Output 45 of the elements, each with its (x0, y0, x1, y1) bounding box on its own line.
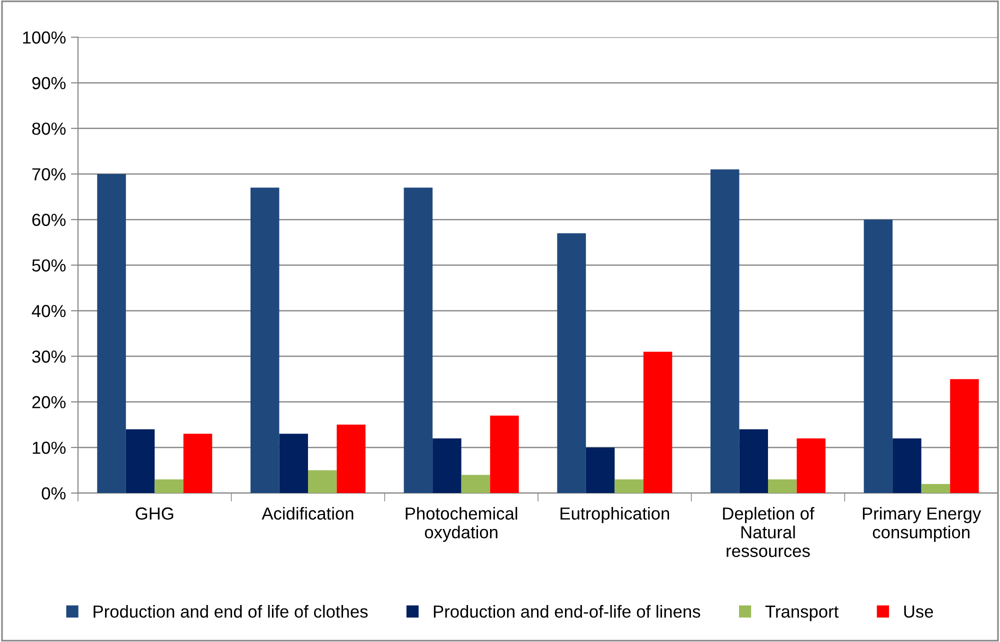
bar (643, 352, 672, 494)
bar (250, 188, 280, 494)
bar (614, 479, 644, 494)
y-tick-label: 10% (32, 442, 66, 454)
bar (921, 484, 950, 494)
bar (97, 174, 126, 494)
legend-label: Production and end-of-life of linens (434, 604, 700, 618)
bar (768, 479, 797, 494)
y-tick-label: 20% (32, 396, 66, 408)
x-tick-label: Depletion of Natural ressources (723, 506, 814, 558)
legend-label: Use (904, 606, 934, 618)
bar (557, 233, 586, 494)
bar (154, 479, 184, 494)
bar (710, 169, 740, 494)
bar (308, 470, 337, 494)
bar (126, 429, 155, 494)
bar (183, 434, 212, 494)
legend-label: Transport (765, 606, 839, 622)
y-tick-label: 30% (32, 350, 66, 363)
bar (279, 434, 308, 494)
bar (796, 438, 826, 494)
y-tick-label: 80% (32, 122, 66, 135)
bar (490, 416, 519, 494)
y-tick-label: 0% (42, 487, 66, 500)
bar (461, 474, 490, 494)
y-tick-label: 70% (32, 168, 66, 180)
bar (739, 429, 768, 494)
y-tick-label: 40% (32, 304, 66, 318)
bar (950, 379, 979, 494)
x-tick-label: Primary Energy consumption (862, 506, 982, 542)
bar (404, 188, 433, 494)
x-tick-label: GHG (136, 507, 174, 520)
x-tick-label: Acidification (262, 506, 354, 520)
y-tick-label: 60% (32, 214, 66, 226)
bar (336, 424, 366, 494)
bar (432, 438, 462, 494)
y-tick-label: 90% (32, 76, 66, 90)
legend-label: Production and end of life of clothes (94, 604, 368, 618)
y-tick-label: 100% (23, 31, 66, 44)
x-tick-label: Photochemical oxydation (406, 506, 518, 542)
bar (892, 438, 922, 494)
bar (864, 220, 893, 494)
x-tick-label: Eutrophication (560, 506, 670, 524)
bar (586, 447, 615, 494)
y-tick-label: 50% (32, 259, 66, 272)
